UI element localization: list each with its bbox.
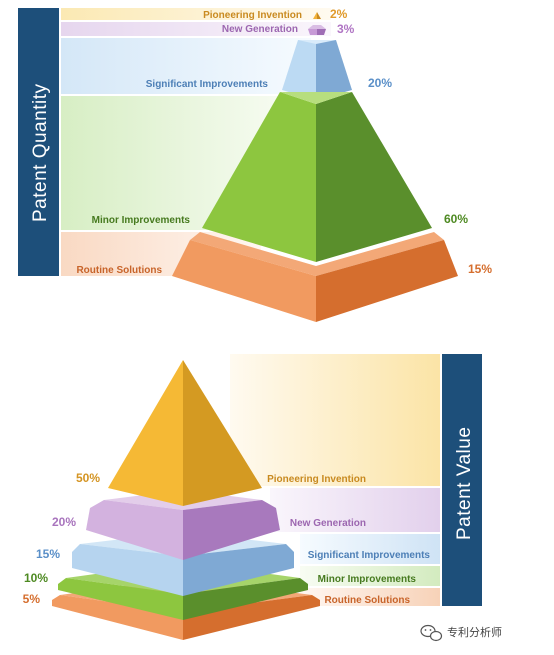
band-new-generation bbox=[61, 22, 331, 36]
orange-slab-top bbox=[190, 232, 444, 276]
v-pct-significant: 15% bbox=[36, 547, 60, 561]
v-label-new-generation: New Generation bbox=[290, 518, 366, 529]
v-pct-new-generation: 20% bbox=[52, 515, 76, 529]
band-v-new-generation bbox=[270, 488, 440, 532]
pct-minor: 60% bbox=[444, 212, 468, 226]
slab-new-gen-left bbox=[308, 29, 317, 35]
tip-pioneering-right bbox=[317, 12, 321, 19]
v-pct-pioneering: 50% bbox=[76, 471, 100, 485]
blue-block-right bbox=[316, 40, 352, 100]
orange-slab-right bbox=[316, 240, 458, 322]
band-pioneering bbox=[61, 8, 331, 20]
side-bar-value bbox=[442, 354, 482, 606]
v-green-right bbox=[183, 578, 308, 620]
band-v-pioneering bbox=[230, 354, 440, 486]
label-significant: Significant Improvements bbox=[146, 79, 269, 90]
pct-routine: 15% bbox=[468, 262, 492, 276]
green-block-right bbox=[316, 92, 432, 262]
v-label-significant: Significant Improvements bbox=[308, 550, 431, 561]
green-block-left bbox=[202, 92, 316, 262]
v-purple-left bbox=[86, 500, 183, 560]
pct-significant: 20% bbox=[368, 76, 392, 90]
orange-slab-left bbox=[172, 240, 316, 322]
v-blue-right bbox=[183, 544, 294, 596]
v-label-routine: Routine Solutions bbox=[324, 595, 410, 606]
watermark-text: 专利分析师 bbox=[447, 625, 502, 639]
band-v-minor bbox=[300, 566, 440, 586]
pct-pioneering: 2% bbox=[330, 7, 348, 21]
v-label-minor: Minor Improvements bbox=[318, 574, 417, 585]
side-label-quantity: Patent Quantity bbox=[30, 84, 51, 222]
blue-block-left bbox=[282, 40, 316, 100]
label-new-generation: New Generation bbox=[222, 24, 298, 35]
v-blue-left bbox=[72, 544, 183, 596]
v-green-left bbox=[58, 578, 183, 620]
v-orange-right bbox=[183, 595, 320, 640]
watermark: 专利分析师 bbox=[420, 624, 502, 642]
v-purple-right bbox=[183, 500, 280, 560]
band-significant bbox=[61, 38, 311, 94]
band-v-routine bbox=[300, 588, 440, 606]
side-bar-quantity bbox=[18, 8, 59, 276]
v-orange-left bbox=[52, 595, 183, 640]
v-yellow-left bbox=[108, 360, 183, 506]
green-block-top bbox=[280, 92, 352, 104]
pct-new-generation: 3% bbox=[337, 22, 355, 36]
slab-new-gen-top bbox=[308, 25, 326, 29]
blue-block-top bbox=[298, 40, 336, 44]
v-pct-routine: 5% bbox=[23, 592, 41, 606]
label-pioneering: Pioneering Invention bbox=[203, 10, 302, 21]
label-routine: Routine Solutions bbox=[76, 265, 162, 276]
tip-pioneering-left bbox=[313, 12, 317, 19]
patent-value-pyramid: Patent Value 50% Pioneering Invention 20… bbox=[23, 354, 482, 640]
label-minor: Minor Improvements bbox=[92, 215, 191, 226]
side-label-value: Patent Value bbox=[454, 427, 475, 540]
band-v-significant bbox=[300, 534, 440, 564]
v-pct-minor: 10% bbox=[24, 571, 48, 585]
v-yellow-right bbox=[183, 360, 262, 506]
slab-new-gen-right bbox=[317, 29, 326, 35]
v-label-pioneering: Pioneering Invention bbox=[267, 474, 366, 485]
patent-quantity-pyramid: Patent Quantity Pioneering Invention 2% … bbox=[18, 7, 492, 322]
wechat-icon bbox=[420, 624, 443, 642]
